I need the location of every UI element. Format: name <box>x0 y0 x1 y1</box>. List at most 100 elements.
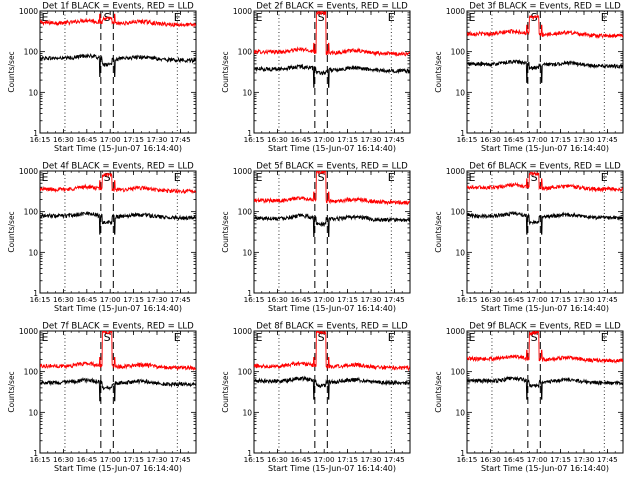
annotation-e: E <box>388 331 395 344</box>
x-tick-label: 16:30 <box>53 295 74 304</box>
x-tick-label: 17:30 <box>361 295 382 304</box>
x-tick-label: 17:00 <box>314 295 335 304</box>
events-series-line <box>467 58 623 83</box>
x-tick-label: 16:15 <box>30 295 51 304</box>
lld-series-line <box>40 331 196 371</box>
x-tick-label: 16:15 <box>457 135 478 144</box>
x-tick-label: 17:15 <box>337 295 358 304</box>
x-tick-label: 16:15 <box>244 455 265 464</box>
y-axis-label: Counts/sec <box>434 371 443 412</box>
events-series-line <box>254 63 410 88</box>
x-axis-label: Start Time (15-Jun-07 16:14:40) <box>54 464 182 473</box>
y-axis-label: Counts/sec <box>221 211 230 252</box>
y-tick-label: 10 <box>28 408 38 417</box>
events-series-line <box>254 212 410 237</box>
y-tick-label: 100 <box>238 368 253 377</box>
y-tick-label: 100 <box>451 208 466 217</box>
y-tick-label: 10 <box>455 88 465 97</box>
y-tick-label: 1 <box>460 289 465 298</box>
x-axis-label: Start Time (15-Jun-07 16:14:40) <box>268 144 396 153</box>
x-tick-label: 16:45 <box>76 455 97 464</box>
y-tick-label: 1000 <box>233 327 252 336</box>
detector-plot-2: Det 2f BLACK = Events, RED = LLD 1 10 100 10… <box>221 2 411 153</box>
y-tick-label: 100 <box>451 48 466 57</box>
y-tick-label: 10 <box>28 88 38 97</box>
x-tick-label: 17:15 <box>550 295 571 304</box>
annotation-e: E <box>42 331 49 344</box>
annotation-s: S <box>531 171 538 184</box>
events-series-line <box>467 210 623 235</box>
x-axis-label: Start Time (15-Jun-07 16:14:40) <box>54 144 182 153</box>
plot-frame <box>253 330 411 454</box>
x-tick-label: 16:30 <box>267 295 288 304</box>
x-tick-label: 17:45 <box>384 135 405 144</box>
x-tick-label: 16:30 <box>480 455 501 464</box>
y-tick-label: 100 <box>24 208 39 217</box>
x-tick-label: 16:15 <box>30 135 51 144</box>
x-tick-label: 17:00 <box>314 135 335 144</box>
annotation-e: E <box>469 11 476 24</box>
annotation-s: S <box>531 331 538 344</box>
plot-title: Det 5f BLACK = Events, RED = LLD <box>256 162 408 172</box>
x-tick-label: 17:15 <box>550 455 571 464</box>
y-tick-label: 1000 <box>446 7 465 16</box>
plot-title: Det 8f BLACK = Events, RED = LLD <box>256 322 408 332</box>
y-tick-label: 10 <box>242 248 252 257</box>
annotation-s: S <box>318 331 325 344</box>
annotation-s: S <box>104 331 111 344</box>
x-tick-label: 17:15 <box>123 295 144 304</box>
x-tick-label: 16:30 <box>267 135 288 144</box>
x-tick-label: 17:00 <box>314 455 335 464</box>
x-axis-label: Start Time (15-Jun-07 16:14:40) <box>481 144 609 153</box>
plot-title: Det 4f BLACK = Events, RED = LLD <box>42 162 194 172</box>
y-axis-label: Counts/sec <box>221 371 230 412</box>
y-tick-label: 1000 <box>19 327 38 336</box>
y-tick-label: 1 <box>247 449 252 458</box>
y-tick-label: 1000 <box>446 327 465 336</box>
y-tick-label: 100 <box>24 368 39 377</box>
x-tick-label: 17:30 <box>361 455 382 464</box>
x-tick-label: 16:45 <box>503 135 524 144</box>
detector-plot-5: Det 5f BLACK = Events, RED = LLD 1 10 100 10… <box>221 162 411 313</box>
y-tick-label: 1 <box>33 449 38 458</box>
plot-title: Det 2f BLACK = Events, RED = LLD <box>256 2 408 12</box>
x-axis-label: Start Time (15-Jun-07 16:14:40) <box>54 304 182 313</box>
y-tick-label: 1 <box>247 129 252 138</box>
x-tick-label: 16:30 <box>53 135 74 144</box>
x-tick-label: 16:30 <box>53 455 74 464</box>
x-tick-label: 17:30 <box>574 295 595 304</box>
plot-frame <box>253 170 411 294</box>
y-axis-label: Counts/sec <box>7 211 16 252</box>
y-tick-label: 1000 <box>19 167 38 176</box>
events-series-line <box>467 375 623 400</box>
y-tick-label: 100 <box>451 368 466 377</box>
events-series-line <box>40 52 196 77</box>
annotation-s: S <box>104 171 111 184</box>
x-tick-label: 16:45 <box>290 135 311 144</box>
x-tick-label: 16:15 <box>244 295 265 304</box>
annotation-e: E <box>174 11 181 24</box>
x-tick-label: 17:30 <box>574 135 595 144</box>
x-tick-label: 17:15 <box>123 455 144 464</box>
lld-series-line <box>467 331 623 365</box>
x-tick-label: 17:15 <box>550 135 571 144</box>
plot-title: Det 9f BLACK = Events, RED = LLD <box>469 322 621 332</box>
lld-series-line <box>254 11 410 57</box>
annotation-e: E <box>469 331 476 344</box>
y-tick-label: 1 <box>33 289 38 298</box>
y-tick-label: 10 <box>28 248 38 257</box>
annotation-e: E <box>388 171 395 184</box>
y-tick-label: 10 <box>242 88 252 97</box>
plot-title: Det 6f BLACK = Events, RED = LLD <box>469 162 621 172</box>
events-series-line <box>254 375 410 400</box>
y-axis-label: Counts/sec <box>434 51 443 92</box>
x-tick-label: 17:00 <box>527 455 548 464</box>
y-tick-label: 1000 <box>233 7 252 16</box>
y-tick-label: 1000 <box>446 167 465 176</box>
events-series-line <box>40 376 196 402</box>
events-series-line <box>40 210 196 235</box>
x-tick-label: 17:30 <box>147 135 168 144</box>
annotation-e: E <box>601 11 608 24</box>
x-tick-label: 17:45 <box>170 135 191 144</box>
